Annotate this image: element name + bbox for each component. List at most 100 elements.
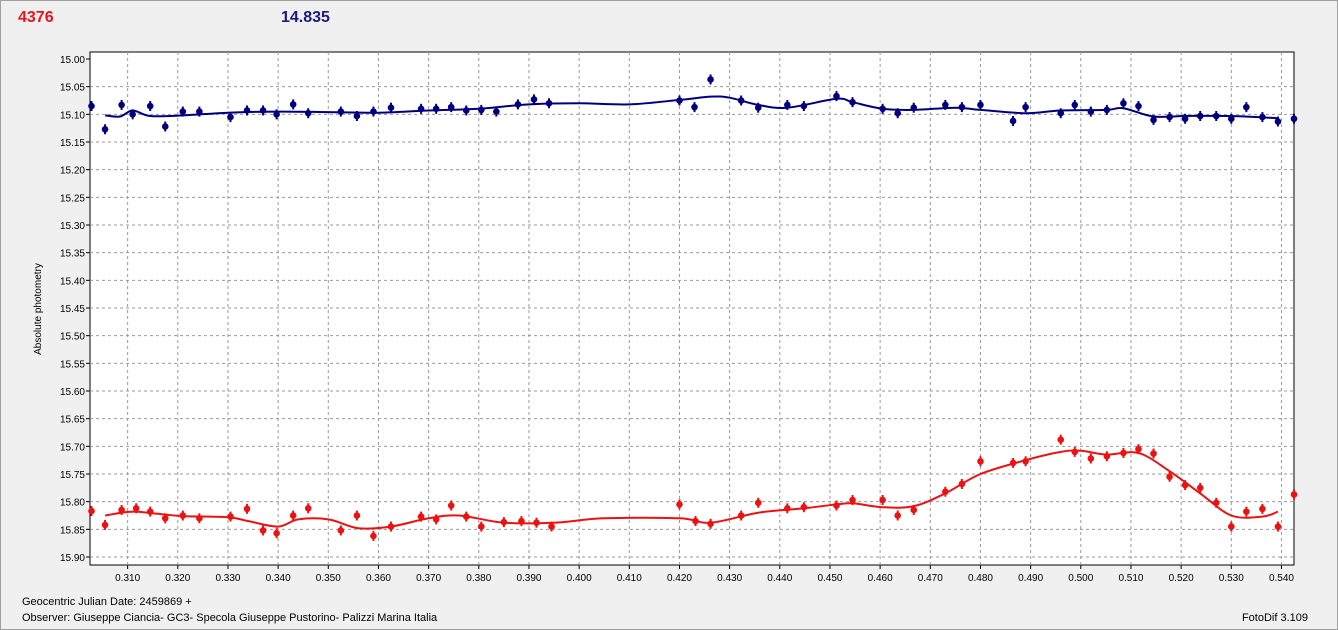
point-marker: [1071, 101, 1079, 109]
point-marker: [784, 101, 791, 109]
data-point: [977, 456, 984, 467]
data-point: [1022, 102, 1029, 113]
point-marker: [1071, 448, 1079, 456]
point-marker: [353, 512, 361, 519]
data-point: [1227, 113, 1235, 124]
data-point: [1057, 108, 1065, 119]
point-marker: [800, 102, 808, 110]
data-point: [958, 478, 966, 489]
y-tick-label: 15.50: [60, 332, 85, 343]
x-tick-label: 0.330: [215, 573, 240, 584]
trend-line-0: [104, 95, 1278, 120]
data-point: [676, 95, 683, 106]
y-tick-labels: 15.00 15.05 15.10 15.15 15.20 15.25 15.30 15.35…: [60, 55, 85, 564]
data-point: [514, 99, 522, 110]
point-marker: [88, 102, 95, 110]
y-tick-label: 15.70: [60, 442, 85, 453]
data-point: [500, 517, 508, 528]
point-marker: [518, 517, 525, 525]
data-point: [289, 99, 297, 110]
y-tick-label: 15.85: [60, 525, 85, 536]
point-marker: [478, 106, 485, 114]
point-marker: [146, 102, 154, 110]
point-marker: [676, 97, 683, 104]
point-marker: [1181, 481, 1189, 489]
x-tick-labels: 0.310 0.320 0.330 0.340 0.350 0.360 0.370 0.380…: [115, 573, 1294, 584]
data-point: [1196, 110, 1204, 121]
data-point: [353, 110, 361, 121]
point-marker: [692, 517, 699, 525]
data-point: [1009, 115, 1017, 126]
data-point: [227, 511, 234, 522]
point-marker: [337, 108, 345, 115]
data-point: [462, 105, 470, 116]
y-tick-label: 15.75: [60, 470, 85, 481]
data-point: [691, 102, 698, 113]
data-point: [1212, 110, 1220, 121]
data-point: [977, 99, 984, 110]
data-point: [692, 516, 699, 527]
data-point: [707, 74, 714, 85]
data-point: [1181, 113, 1189, 124]
point-marker: [243, 505, 251, 513]
point-marker: [910, 104, 918, 111]
data-point: [462, 511, 470, 522]
data-point: [800, 101, 808, 112]
point-marker: [304, 109, 312, 117]
data-point: [1022, 456, 1029, 467]
data-point: [879, 103, 886, 114]
data-point: [1120, 98, 1127, 109]
point-marker: [1057, 109, 1065, 117]
x-tick-label: 0.490: [1018, 573, 1043, 584]
x-tick-label: 0.450: [817, 573, 842, 584]
x-tick-label: 0.460: [868, 573, 893, 584]
point-marker: [958, 103, 966, 111]
grid-lines: [86, 52, 1294, 569]
y-tick-label: 15.60: [60, 387, 85, 398]
data-point: [243, 105, 251, 116]
point-marker: [478, 523, 485, 530]
point-marker: [1009, 459, 1017, 467]
x-tick-label: 0.500: [1068, 573, 1093, 584]
point-marker: [514, 101, 522, 108]
data-point: [179, 510, 187, 521]
data-point: [273, 109, 280, 120]
data-point: [1181, 480, 1189, 491]
data-point: [910, 504, 918, 515]
point-marker: [1150, 116, 1157, 124]
point-marker: [370, 532, 377, 540]
data-point: [1166, 112, 1173, 123]
point-marker: [910, 506, 918, 514]
point-marker: [800, 503, 808, 511]
data-point: [1071, 446, 1079, 457]
point-marker: [754, 499, 762, 507]
point-marker: [545, 99, 553, 107]
y-tick-label: 15.40: [60, 276, 85, 287]
data-point: [370, 530, 377, 541]
data-point: [118, 504, 125, 515]
point-marker: [101, 521, 109, 529]
data-point: [88, 101, 95, 112]
data-point: [1135, 444, 1142, 455]
point-marker: [179, 512, 187, 519]
point-marker: [493, 108, 500, 115]
point-marker: [1120, 99, 1127, 107]
data-point: [387, 521, 395, 532]
x-tick-label: 0.340: [266, 573, 291, 584]
point-marker: [447, 103, 455, 111]
data-point: [548, 521, 555, 532]
point-marker: [259, 107, 267, 114]
point-marker: [462, 107, 470, 114]
point-marker: [737, 512, 745, 519]
data-point: [161, 121, 169, 132]
data-point: [1196, 482, 1204, 493]
data-point: [417, 511, 425, 522]
data-point: [227, 112, 234, 123]
x-tick-label: 0.510: [1118, 573, 1143, 584]
x-tick-label: 0.470: [918, 573, 943, 584]
data-point: [1274, 116, 1282, 127]
point-marker: [259, 527, 267, 534]
point-marker: [337, 527, 345, 534]
point-marker: [289, 512, 297, 519]
y-tick-label: 15.45: [60, 304, 85, 315]
